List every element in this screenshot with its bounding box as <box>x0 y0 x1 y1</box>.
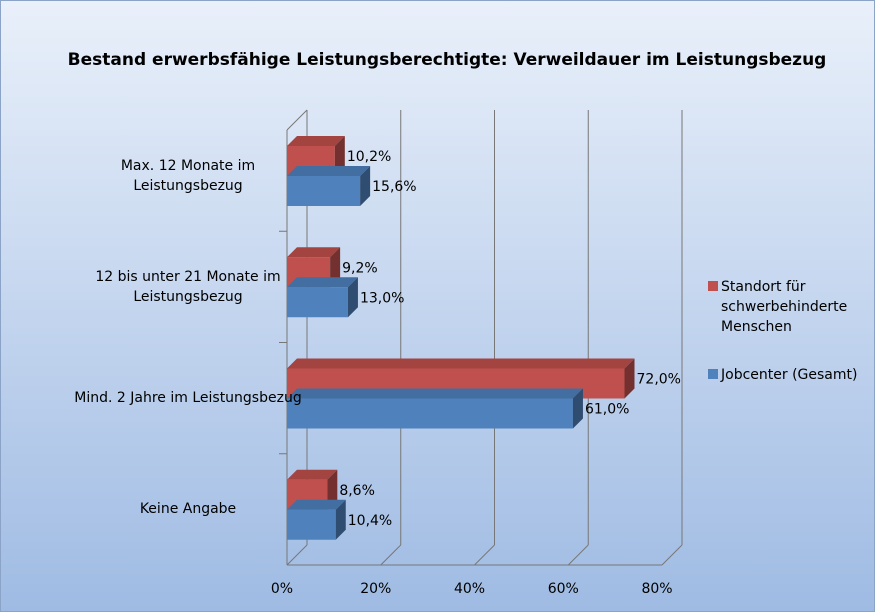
grid-line <box>380 544 402 566</box>
x-tick-label: 60% <box>548 581 579 597</box>
bar-top <box>287 247 341 258</box>
value-label: 15,6% <box>372 179 416 195</box>
bar-side <box>347 277 358 318</box>
value-label: 61,0% <box>585 402 629 418</box>
bar-side <box>624 358 635 399</box>
bar <box>287 277 358 318</box>
x-tick-label: 80% <box>641 581 672 597</box>
value-label: 13,0% <box>360 290 404 306</box>
axis-wall <box>286 109 308 131</box>
x-tick-label: 20% <box>360 581 391 597</box>
bar-top <box>287 358 635 369</box>
bar-side <box>360 166 371 206</box>
grid-line <box>474 544 495 566</box>
value-label: 10,4% <box>348 513 392 529</box>
y-tick-label: Max. 12 Monate im Leistungsbezug <box>120 157 256 194</box>
value-label: 9,2% <box>342 260 378 276</box>
y-tick-label: Keine Angabe <box>139 501 237 518</box>
legend-label: Standort für schwerbehinderte Menschen <box>721 279 848 335</box>
bar-top <box>287 166 371 176</box>
bar-side <box>335 499 346 540</box>
y-tick-label: Mind. 2 Jahre im Leistungsbezug <box>74 390 302 407</box>
value-label: 10,2% <box>347 149 391 165</box>
grid-line <box>567 544 589 566</box>
legend-swatch <box>708 281 718 291</box>
bar <box>287 388 583 429</box>
bar-front <box>287 509 336 540</box>
bar-top <box>287 469 338 480</box>
grid-line <box>661 544 683 566</box>
grid-line <box>286 544 308 566</box>
chart-title: Bestand erwerbsfähige Leistungsberechtig… <box>68 50 827 70</box>
bar-top <box>287 388 583 399</box>
bar-side <box>572 388 583 429</box>
bar-top <box>287 499 346 510</box>
bar-front <box>287 287 348 318</box>
bar-top <box>287 277 358 288</box>
bar-front <box>287 176 361 206</box>
legend-label: Jobcenter (Gesamt) <box>721 367 858 383</box>
bar-top <box>287 136 345 146</box>
bar <box>287 499 346 540</box>
legend-swatch <box>708 369 718 379</box>
value-label: 72,0% <box>637 372 681 388</box>
bar-front <box>287 398 573 429</box>
bar <box>287 166 371 206</box>
value-label: 8,6% <box>339 483 375 499</box>
x-tick-label: 0% <box>271 581 293 597</box>
x-tick-label: 40% <box>454 581 485 597</box>
y-tick-label: 12 bis unter 21 Monate im Leistungsbezug <box>95 268 281 305</box>
